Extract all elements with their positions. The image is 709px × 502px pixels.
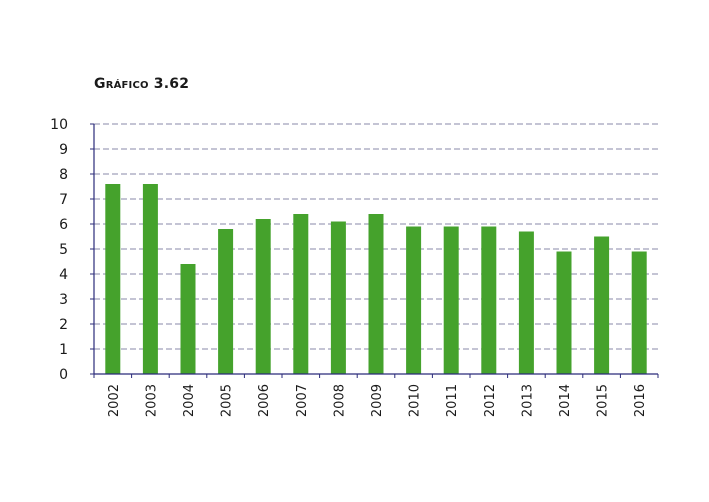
y-tick-label: 6	[59, 217, 68, 233]
x-tick-label: 2012	[483, 384, 498, 417]
x-tick-label: 2016	[633, 384, 648, 417]
y-tick-label: 8	[59, 167, 68, 183]
bar	[330, 221, 346, 374]
x-tick-label: 2003	[144, 384, 159, 417]
x-tick-label: 2005	[220, 384, 235, 417]
bar	[556, 251, 572, 374]
x-tick-label: 2014	[558, 384, 573, 417]
bars	[105, 184, 647, 374]
bar	[255, 219, 271, 374]
x-tick-label: 2007	[295, 384, 310, 417]
x-tick-label: 2009	[370, 384, 385, 417]
y-tick-label: 9	[59, 142, 68, 158]
x-tick-label: 2011	[445, 384, 460, 417]
axes	[90, 123, 659, 378]
bar	[481, 226, 497, 374]
x-tick-labels: 2002 2003 2004 2005 2006 2007 2008 2009 2010 2011…	[107, 384, 648, 417]
x-tick-label: 2008	[332, 384, 347, 417]
bar	[142, 184, 158, 374]
bar	[443, 226, 459, 374]
y-tick-label: 3	[59, 292, 68, 308]
bar	[406, 226, 422, 374]
chart-title: Gráfico 3.62	[94, 76, 190, 92]
x-tick-label: 2013	[520, 384, 535, 417]
y-tick-label: 4	[59, 267, 68, 283]
x-tick-label: 2015	[596, 384, 611, 417]
x-tick-label: 2004	[182, 384, 197, 417]
bar	[631, 251, 647, 374]
y-tick-label: 10	[50, 117, 68, 133]
y-tick-label: 5	[59, 242, 68, 258]
x-tick-label: 2010	[408, 384, 423, 417]
x-tick-label: 2002	[107, 384, 122, 417]
y-tick-labels: 0 1 2 3 4 5 6 7 8 9 10	[50, 117, 68, 383]
bar	[218, 229, 234, 374]
y-tick-label: 1	[59, 342, 68, 358]
bar	[293, 214, 309, 374]
y-tick-label: 0	[59, 367, 68, 383]
bar	[518, 231, 534, 374]
bar	[180, 264, 196, 374]
bar	[594, 236, 610, 374]
y-tick-label: 7	[59, 192, 68, 208]
bar	[368, 214, 384, 374]
y-tick-label: 2	[59, 317, 68, 333]
bar	[105, 184, 121, 374]
x-tick-label: 2006	[257, 384, 272, 417]
